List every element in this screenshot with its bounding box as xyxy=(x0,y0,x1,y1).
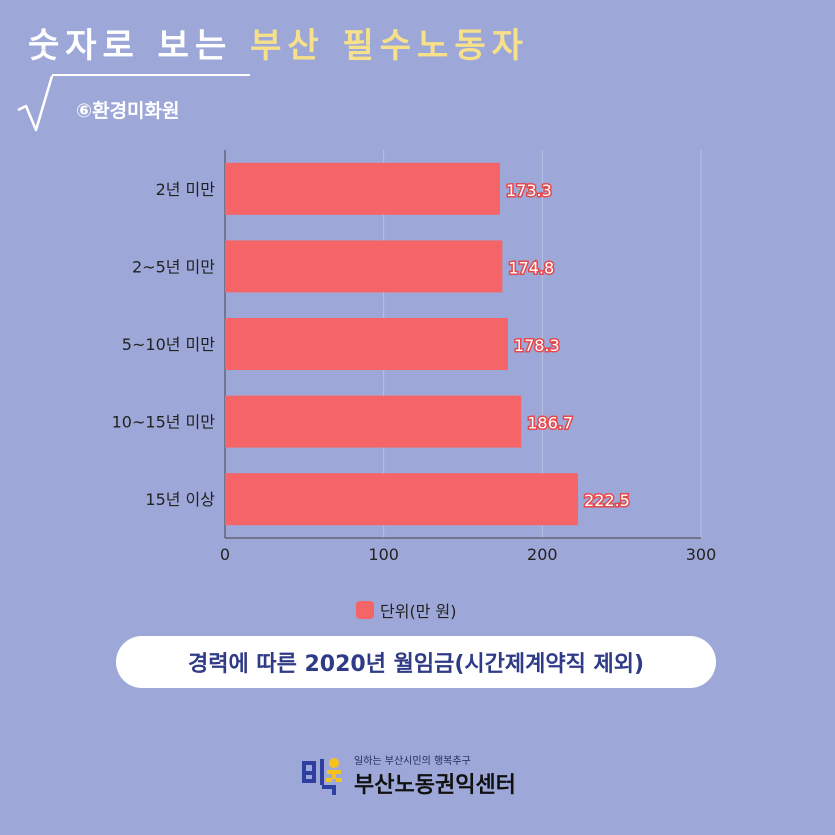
x-tick-label: 300 xyxy=(686,545,717,564)
legend-label: 단위(만 원) xyxy=(380,602,457,621)
category-label: 2년 미만 xyxy=(156,180,216,199)
title-underline xyxy=(52,74,250,76)
category-label: 10~15년 미만 xyxy=(112,413,216,432)
category-label: 5~10년 미만 xyxy=(122,335,215,354)
data-label: 178.3 xyxy=(514,336,560,355)
org-footer: 일하는 부산시민의 행복추구 부산노동권익센터 xyxy=(300,752,516,799)
data-label: 222.5 xyxy=(584,491,630,510)
bar-chart: 0 100 200 300 2년 미만 173.3 2~5년 미만 174.8 5~10년 미만… xyxy=(112,150,717,564)
x-tick-label: 200 xyxy=(527,545,558,564)
data-label: 173.3 xyxy=(506,181,552,200)
bar xyxy=(225,395,522,448)
chart-caption: 경력에 따른 2020년 월임금(시간제계약직 제외) xyxy=(116,636,716,688)
bar xyxy=(225,473,579,526)
subtitle: ⑥환경미화원 xyxy=(76,100,180,122)
legend-swatch xyxy=(356,601,374,619)
chart-legend: 단위(만 원) xyxy=(356,598,456,622)
category-label: 2~5년 미만 xyxy=(132,257,215,276)
x-tick-label: 100 xyxy=(368,545,399,564)
data-label: 186.7 xyxy=(527,414,573,433)
bar xyxy=(225,240,503,293)
title-part2: 부산 필수노동자 xyxy=(250,26,529,66)
page-title: 숫자로 보는 부산 필수노동자 xyxy=(28,18,529,67)
x-tick-label: 0 xyxy=(220,545,230,564)
data-label: 174.8 xyxy=(508,258,554,277)
bar xyxy=(225,318,508,370)
org-slogan: 일하는 부산시민의 행복추구 xyxy=(354,756,471,767)
title-part1: 숫자로 보는 xyxy=(28,26,233,66)
caption-text: 경력에 따른 2020년 월임금(시간제계약직 제외) xyxy=(187,652,645,677)
bar xyxy=(225,162,500,215)
org-name: 부산노동권익센터 xyxy=(354,773,516,798)
root-symbol-icon xyxy=(17,75,54,132)
org-logo-icon xyxy=(302,757,342,795)
category-label: 15년 이상 xyxy=(145,490,215,509)
